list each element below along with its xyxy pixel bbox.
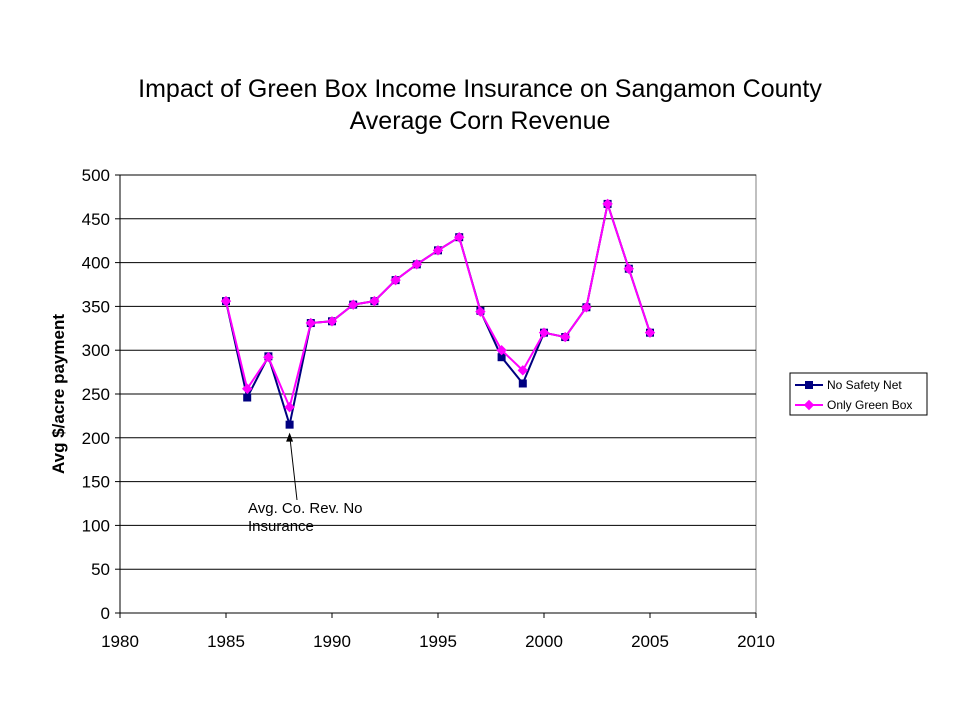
y-tick-label: 100: [82, 516, 110, 535]
data-point: [475, 306, 486, 317]
x-tick-label: 2010: [737, 632, 775, 651]
data-point: [644, 327, 656, 338]
x-tick-label: 1980: [101, 632, 139, 651]
gridlines: [120, 174, 756, 570]
y-tick-label: 250: [82, 385, 110, 404]
legend: No Safety Net Only Green Box: [789, 372, 928, 416]
data-point: [369, 295, 380, 307]
legend-swatch-marker: [805, 381, 813, 389]
data-point: [284, 401, 295, 413]
legend-label: Only Green Box: [827, 398, 912, 412]
y-axis-label: Avg $/acre payment: [49, 314, 68, 474]
data-point: [518, 379, 527, 388]
data-point: [305, 317, 317, 329]
chart-title-line-1: Impact of Green Box Income Insurance on …: [138, 75, 822, 103]
legend-swatch-marker: [803, 399, 815, 411]
data-point: [241, 383, 253, 394]
chart-title-line-2: Average Corn Revenue: [350, 107, 611, 135]
data-point: [285, 420, 294, 429]
y-tick-label: 350: [82, 297, 110, 316]
series-2: [220, 198, 656, 413]
data-point: [453, 231, 465, 243]
data-point: [581, 302, 592, 313]
x-tick-label: 2000: [525, 632, 563, 651]
y-tick-label: 450: [82, 210, 110, 229]
data-point: [538, 327, 550, 338]
data-point: [411, 259, 423, 270]
y-tick-label: 500: [82, 166, 110, 185]
series-layer: [220, 198, 656, 429]
legend-label: No Safety Net: [827, 378, 902, 392]
data-point: [602, 198, 613, 210]
annotation-text: Avg. Co. Rev. No: [248, 500, 363, 517]
y-tick-label: 200: [82, 429, 110, 448]
y-tick-label: 150: [82, 473, 110, 492]
x-tick-label: 1985: [207, 632, 245, 651]
data-point: [347, 299, 359, 310]
data-point: [517, 365, 529, 376]
y-tick-label: 400: [82, 254, 110, 273]
x-axis-ticks: 1980 1985 1990 1995 2000 2005 2010: [101, 613, 775, 651]
y-tick-label: 0: [101, 604, 110, 623]
chart-title: Impact of Green Box Income Insurance on …: [138, 75, 822, 135]
data-point: [623, 263, 635, 274]
x-tick-label: 1995: [419, 632, 457, 651]
annotation-text: Insurance: [248, 518, 314, 535]
legend-box: [789, 372, 928, 416]
x-tick-label: 1990: [313, 632, 351, 651]
data-point: [326, 316, 338, 327]
y-tick-label: 50: [91, 560, 110, 579]
x-tick-label: 2005: [631, 632, 669, 651]
annotation-arrow-line: [289, 434, 298, 501]
data-point: [263, 352, 274, 363]
data-point: [390, 274, 401, 286]
series-line: [225, 202, 651, 426]
y-axis-ticks: 0 50 100 150 200 250 300 350 400 450 500: [82, 166, 120, 623]
data-point: [559, 331, 571, 343]
annotation-arrowhead: [286, 432, 294, 442]
data-point: [432, 245, 444, 256]
data-point: [220, 295, 232, 307]
y-tick-label: 300: [82, 341, 110, 360]
data-point: [496, 344, 507, 356]
data-point: [243, 393, 252, 402]
